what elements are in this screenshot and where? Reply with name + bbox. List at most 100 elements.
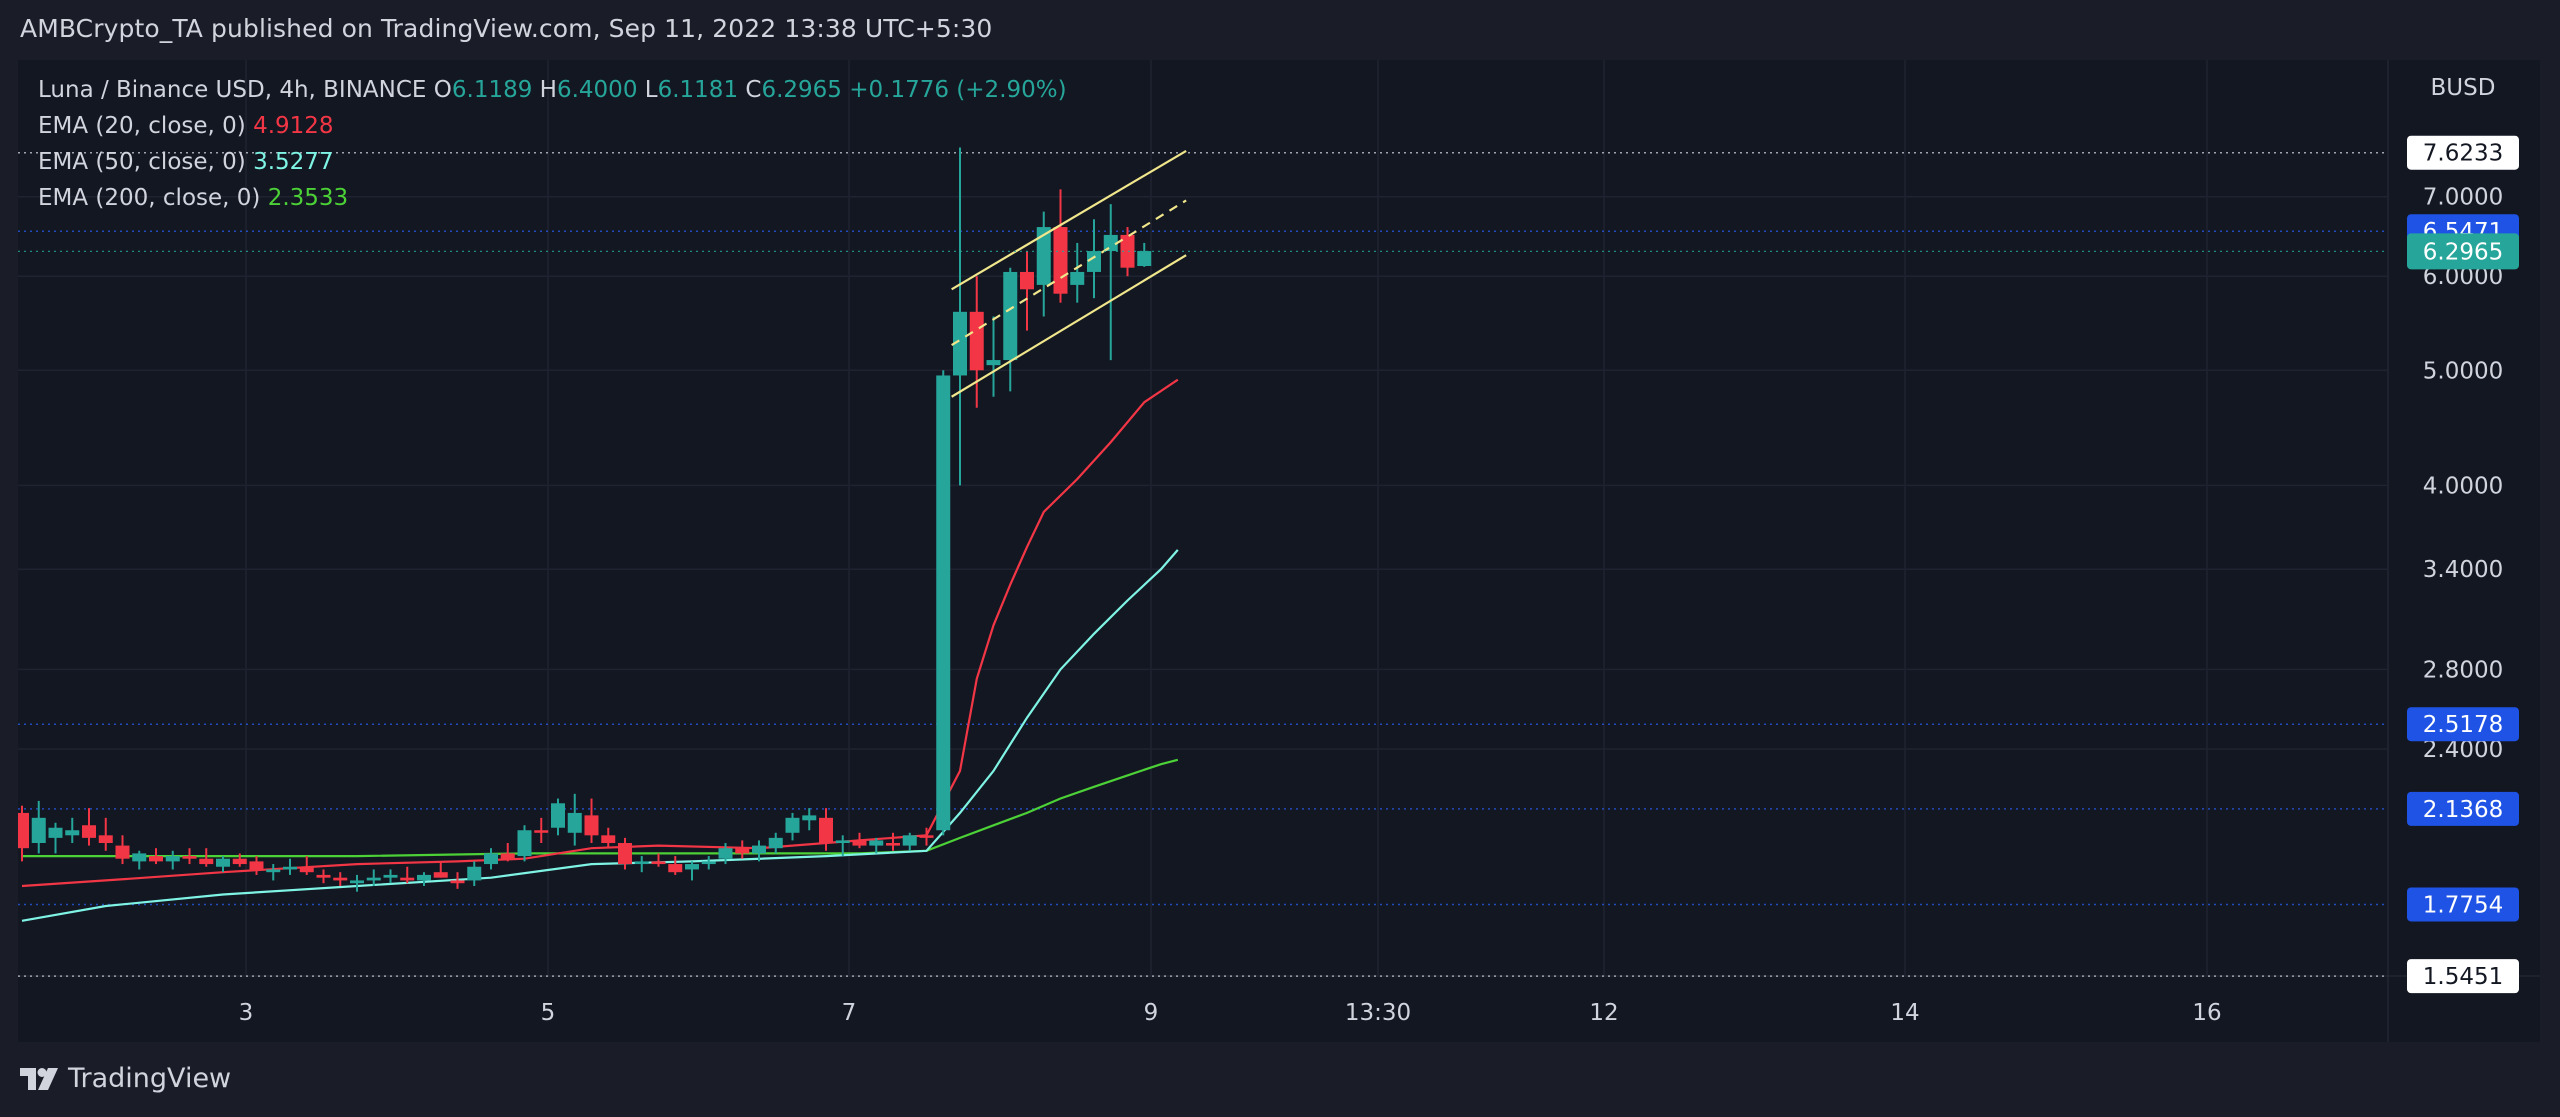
legend-ema20[interactable]: EMA (20, close, 0) 4.9128 [38, 108, 1067, 144]
candle-body-54 [919, 835, 934, 838]
ema50-value: 3.5277 [253, 149, 334, 175]
candle-body-1 [31, 817, 46, 843]
legend-ema200[interactable]: EMA (200, close, 0) 2.3533 [38, 180, 1067, 216]
candle-body-62 [1053, 227, 1068, 294]
candle-16 [283, 858, 297, 875]
y-tick-3: 4.0000 [2423, 473, 2503, 499]
legend-change: +0.1776 (+2.90%) [849, 77, 1067, 103]
candle-45 [768, 832, 783, 854]
candle-15 [266, 864, 281, 881]
y-tick-5: 2.8000 [2423, 657, 2503, 683]
candle-body-26 [450, 880, 465, 884]
y-tick-6: 2.4000 [2423, 737, 2503, 763]
legend-close: 6.2965 [761, 77, 842, 103]
candle-body-52 [886, 842, 900, 846]
candle-body-57 [969, 311, 984, 371]
level-value-4: 1.7754 [2423, 892, 2503, 918]
level-badge-5 [2407, 959, 2519, 994]
candle-12 [216, 856, 230, 873]
chart-frame[interactable]: BUSD 7.0000 6.0000 5.0000 4.0000 3.4000 2.8000… [18, 60, 2540, 1042]
candle-14 [249, 856, 264, 875]
legend-open: 6.1189 [451, 77, 533, 103]
candle-body-27 [467, 866, 482, 881]
candle-body-32 [551, 803, 565, 828]
candle-2 [48, 822, 63, 854]
candle-body-11 [199, 858, 214, 865]
candle-58 [986, 316, 1001, 397]
candle-35 [601, 827, 616, 849]
candle-33 [567, 793, 582, 846]
candle-28 [484, 848, 498, 870]
candle-body-5 [98, 835, 113, 843]
candle-body-35 [601, 835, 616, 843]
candle-56 [953, 147, 967, 486]
candle-31 [534, 817, 549, 843]
legend-low: 6.1181 [657, 77, 739, 103]
candle-body-50 [852, 840, 867, 846]
candle-body-30 [517, 830, 532, 857]
candle-body-29 [500, 853, 515, 859]
candle-body-51 [869, 840, 884, 846]
candle-11 [199, 848, 214, 867]
candle-body-18 [316, 874, 331, 878]
candle-body-3 [65, 830, 80, 836]
candle-body-39 [668, 864, 683, 873]
candle-32 [551, 798, 565, 836]
candle-63 [1070, 242, 1085, 303]
candle-51 [869, 837, 884, 854]
candle-22 [383, 869, 398, 884]
x-tick-3: 9 [1144, 1000, 1159, 1026]
currency-label: BUSD [2431, 75, 2496, 101]
candle-43 [735, 840, 750, 859]
channel [951, 149, 1187, 398]
candle-41 [701, 856, 716, 870]
candle-20 [350, 874, 364, 892]
candle-body-43 [735, 848, 750, 854]
ema200-value: 2.3533 [267, 185, 349, 211]
candle-body-23 [400, 877, 415, 881]
candle-body-13 [232, 858, 247, 865]
candle-body-15 [266, 869, 281, 873]
candle-26 [450, 872, 465, 889]
candle-body-21 [366, 877, 381, 881]
candle-61 [1036, 211, 1051, 317]
candle-body-20 [350, 880, 364, 884]
level-badge-0 [2407, 135, 2519, 170]
ema200-label: EMA (200, close, 0) [38, 185, 261, 211]
candle-body-56 [953, 311, 967, 376]
footer-brand: TradingView [68, 1063, 232, 1094]
legend-ema50[interactable]: EMA (50, close, 0) 3.5277 [38, 144, 1067, 180]
candle-17 [299, 856, 314, 875]
candle-7 [132, 850, 147, 870]
candle-46 [785, 812, 800, 841]
candle-1 [31, 800, 46, 854]
channel-upper [951, 149, 1187, 291]
candle-body-36 [618, 842, 632, 865]
candle-body-67 [1137, 251, 1152, 267]
candle-13 [232, 853, 247, 867]
y-tick-0: 7.0000 [2423, 185, 2503, 211]
legend-low-label: L [644, 77, 658, 103]
y-tick-2: 5.0000 [2423, 358, 2503, 384]
legend-open-label: O [433, 77, 452, 103]
candle-55 [936, 370, 951, 836]
chart-svg[interactable]: BUSD7.00006.00005.00004.00003.40002.8000… [18, 60, 2540, 1042]
candle-body-34 [584, 815, 599, 836]
candle-body-66 [1120, 234, 1135, 268]
candle-59 [1003, 267, 1018, 392]
candle-30 [517, 825, 532, 862]
candle-body-6 [115, 845, 130, 859]
plot-area [18, 60, 2388, 976]
x-tick-5: 12 [1589, 1000, 1618, 1026]
last-price-value: 6.2965 [2423, 239, 2503, 265]
candle-body-28 [484, 853, 498, 865]
footer-logo[interactable]: TradingView [20, 1063, 231, 1094]
candle-24 [417, 872, 431, 887]
channel-lower [951, 254, 1187, 398]
candle-body-17 [299, 866, 314, 873]
ema20-label: EMA (20, close, 0) [38, 113, 246, 139]
candle-27 [467, 861, 482, 887]
candle-body-60 [1020, 271, 1034, 290]
last-price-badge [2407, 233, 2519, 270]
grid [18, 60, 2540, 1042]
